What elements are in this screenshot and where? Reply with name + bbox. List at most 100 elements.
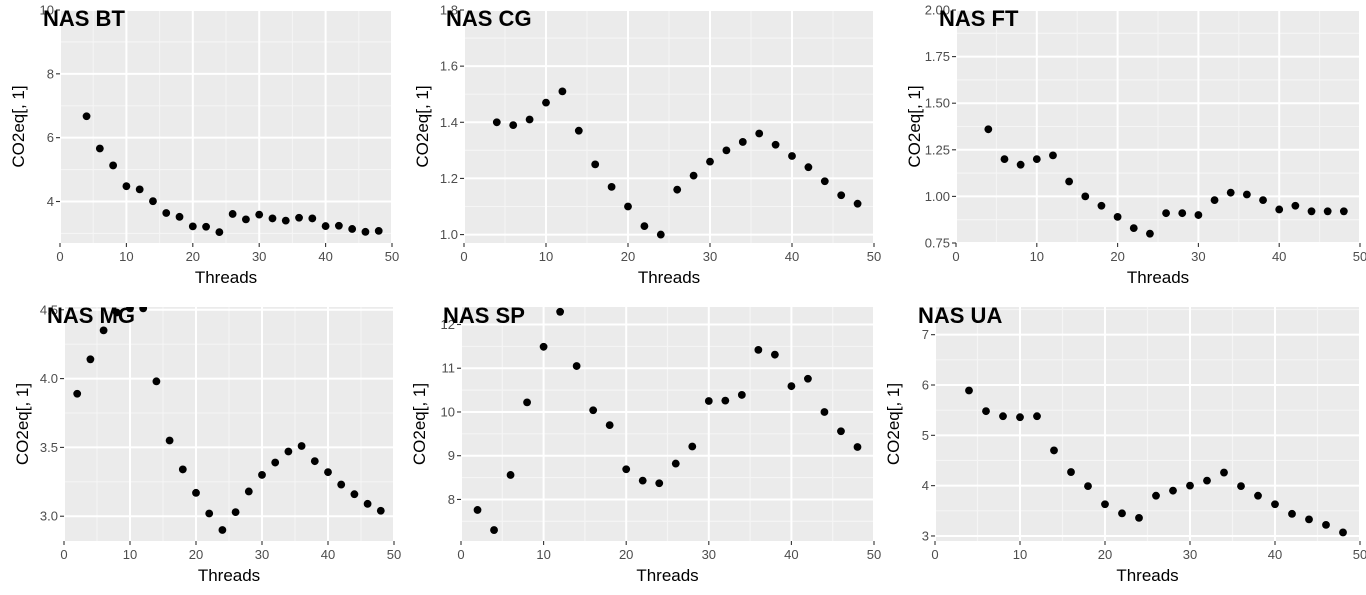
data-point — [638, 476, 647, 485]
data-point — [1322, 520, 1330, 529]
y-tick-label: 9 — [448, 448, 455, 463]
data-point — [228, 210, 237, 218]
x-tick-label: 0 — [460, 249, 467, 264]
data-point — [738, 138, 747, 146]
y-tick-label: 1.8 — [440, 3, 458, 18]
y-tick-label: 6 — [47, 130, 54, 145]
x-tick-label: 30 — [1183, 547, 1197, 562]
y-axis-title: CO2eq[, 1] — [413, 85, 432, 167]
data-point — [337, 480, 346, 489]
data-point — [591, 160, 600, 169]
data-point — [755, 129, 764, 138]
y-tick-label: 7 — [922, 327, 929, 342]
data-point — [706, 157, 714, 166]
data-point — [308, 214, 317, 223]
data-point — [853, 443, 862, 451]
data-point — [965, 386, 973, 395]
data-point — [310, 457, 319, 466]
data-point — [109, 161, 118, 170]
data-point — [574, 126, 583, 135]
y-tick-label: 1.75 — [925, 49, 950, 64]
panel-title: NAS SP — [443, 303, 525, 328]
y-tick-label: 3.0 — [40, 509, 58, 524]
panel-0: 0 10 20 30 40 50 4 6 8 10 Threads CO2eq[, 1] NAS BT — [9, 3, 399, 288]
data-point — [640, 222, 649, 231]
x-tick-label: 0 — [952, 249, 959, 264]
x-tick-label: 10 — [536, 547, 550, 562]
x-tick-label: 30 — [702, 547, 716, 562]
x-tick-label: 40 — [1272, 249, 1286, 264]
data-point — [202, 222, 210, 231]
data-point — [295, 213, 303, 222]
data-point — [1291, 201, 1300, 210]
data-point — [1135, 513, 1143, 522]
data-point — [1118, 509, 1126, 518]
data-point — [999, 412, 1007, 421]
data-point — [509, 121, 518, 129]
data-point — [982, 407, 990, 416]
x-tick-label: 50 — [867, 547, 881, 562]
data-point — [688, 442, 697, 451]
x-tick-label: 20 — [1110, 249, 1124, 264]
data-point — [1271, 500, 1279, 509]
y-tick-label: 1.25 — [925, 142, 950, 157]
data-point — [556, 307, 565, 316]
data-point — [135, 185, 144, 194]
panel-title: NAS CG — [446, 6, 532, 31]
panel-title: NAS BT — [43, 6, 125, 31]
data-point — [188, 222, 197, 231]
x-tick-label: 50 — [1353, 249, 1366, 264]
data-point — [1169, 486, 1177, 495]
data-point — [297, 442, 306, 450]
y-tick-label: 8 — [47, 66, 54, 81]
data-point — [589, 406, 598, 415]
data-point — [1305, 515, 1313, 524]
data-point — [1049, 151, 1057, 160]
x-axis-title: Threads — [636, 566, 698, 585]
data-point — [1220, 468, 1228, 477]
panel-title: NAS UA — [918, 303, 1002, 328]
data-point — [771, 140, 780, 149]
data-point — [1254, 491, 1262, 500]
data-point — [1016, 160, 1025, 169]
y-tick-label: 4.0 — [40, 371, 58, 386]
data-point — [271, 458, 280, 467]
data-point — [490, 526, 498, 534]
y-tick-label: 1.0 — [440, 227, 458, 242]
x-axis-title: Threads — [638, 268, 700, 287]
data-point — [112, 308, 121, 317]
data-point — [1259, 196, 1267, 205]
x-axis-title: Threads — [195, 268, 257, 287]
data-point — [1275, 205, 1284, 214]
data-point — [165, 436, 174, 445]
data-point — [205, 509, 214, 518]
data-point — [321, 222, 330, 230]
y-tick-label: 1.4 — [440, 115, 458, 130]
x-tick-label: 20 — [186, 249, 200, 264]
data-point — [231, 508, 240, 516]
data-point — [1186, 481, 1194, 490]
x-tick-label: 10 — [1030, 249, 1044, 264]
data-point — [984, 125, 993, 134]
y-axis-title: CO2eq[, 1] — [905, 85, 924, 167]
y-tick-label: 11 — [442, 361, 456, 376]
x-tick-label: 20 — [621, 249, 635, 264]
data-point — [1242, 190, 1251, 199]
data-point — [1129, 224, 1138, 232]
panel-plot-area — [60, 10, 392, 243]
data-point — [218, 526, 227, 534]
x-tick-label: 30 — [703, 249, 717, 264]
data-point — [671, 459, 680, 468]
x-tick-label: 40 — [784, 547, 798, 562]
data-point — [1000, 155, 1009, 164]
data-point — [122, 182, 131, 191]
data-point — [622, 465, 631, 474]
data-point — [281, 216, 290, 225]
y-tick-label: 4.5 — [40, 302, 58, 317]
data-point — [656, 230, 665, 239]
data-point — [139, 307, 148, 313]
data-point — [242, 215, 250, 224]
x-tick-label: 0 — [457, 547, 464, 562]
x-tick-label: 40 — [1268, 547, 1282, 562]
data-point — [1146, 229, 1154, 238]
